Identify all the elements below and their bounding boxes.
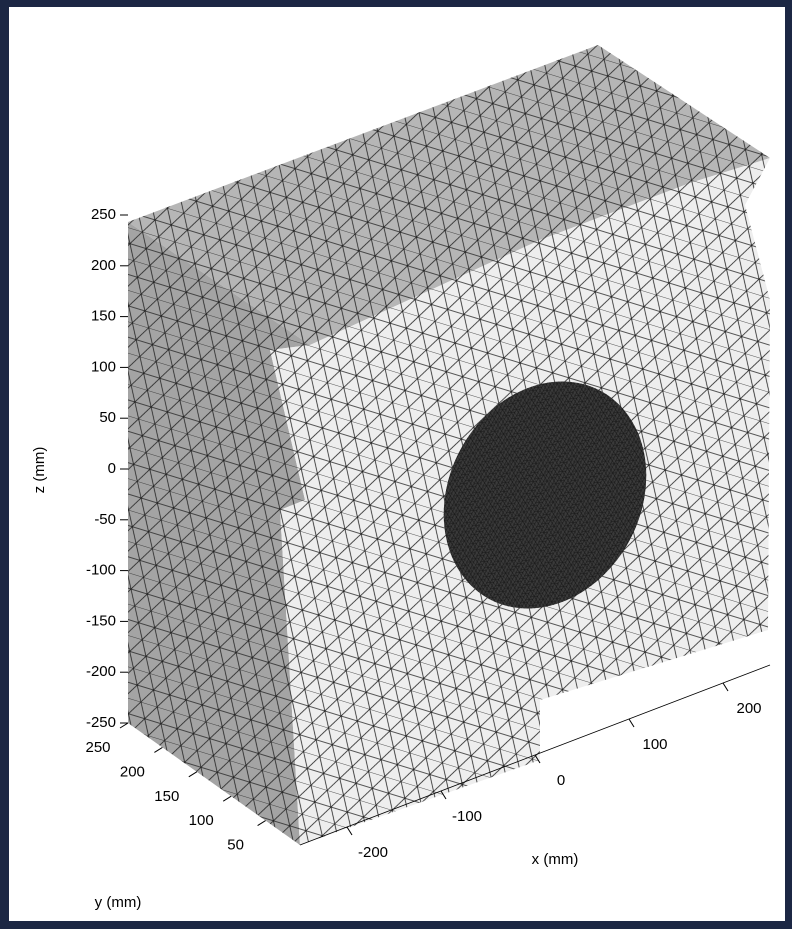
z-tick-label: -50 [94, 511, 116, 528]
z-axis-label: z (mm) [31, 447, 48, 494]
z-tick-label: 250 [91, 206, 116, 223]
chart: z (mm) y (mm) x (mm) -250 -200 -150 -100 -50… [0, 0, 792, 929]
y-tick-label: 100 [189, 812, 214, 829]
z-tick-label: 200 [91, 257, 116, 274]
z-tick-label: -150 [86, 612, 116, 629]
x-tick-label: -200 [358, 844, 388, 861]
x-tick-label: 100 [642, 736, 667, 753]
z-tick-label: 50 [99, 409, 116, 426]
page: z (mm) y (mm) x (mm) -250 -200 -150 -100 -50… [0, 0, 792, 929]
y-tick-label: 150 [154, 788, 179, 805]
x-axis-label: x (mm) [532, 851, 579, 868]
z-tick-label: -250 [86, 714, 116, 731]
z-tick-label: 0 [108, 460, 116, 477]
z-tick-label: 150 [91, 308, 116, 325]
y-tick-label: 50 [227, 837, 244, 854]
y-tick-label: 250 [85, 739, 110, 756]
y-tick-label: 200 [120, 763, 145, 780]
z-tick-label: 100 [91, 358, 116, 375]
z-tick-label: -200 [86, 663, 116, 680]
z-tick-label: -100 [86, 562, 116, 579]
x-tick-label: -100 [452, 808, 482, 825]
y-axis-label: y (mm) [95, 894, 142, 911]
x-tick-label: 0 [557, 772, 565, 789]
x-tick-label: 200 [736, 700, 761, 717]
